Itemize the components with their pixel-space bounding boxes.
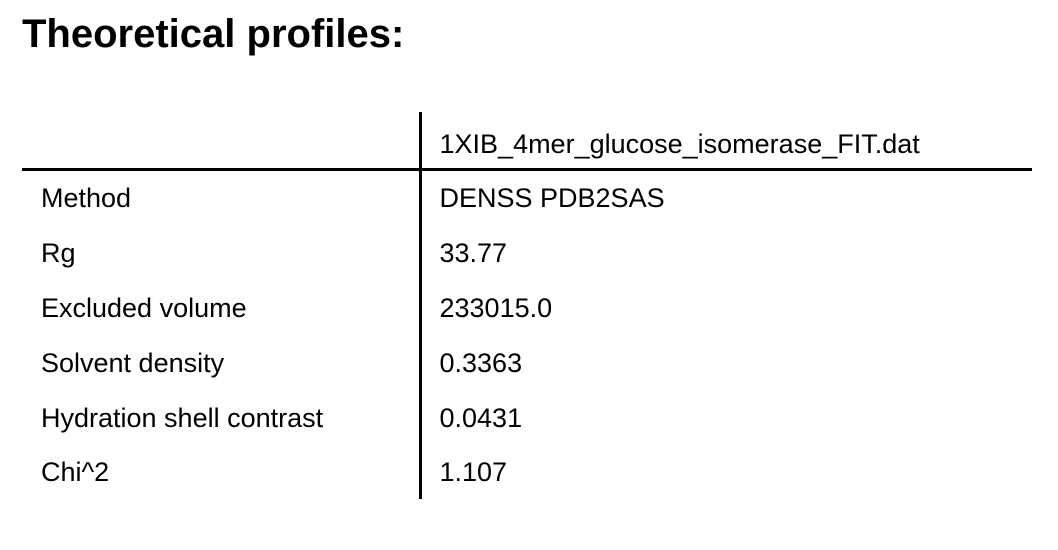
row-value: DENSS PDB2SAS [418,169,1032,226]
header-file-column: 1XIB_4mer_glucose_isomerase_FIT.dat [418,112,1032,169]
row-value: 0.3363 [418,335,1032,391]
row-value: 0.0431 [418,390,1032,446]
row-label: Excluded volume [41,292,247,323]
row-label: Chi^2 [41,456,110,487]
theoretical-profiles-table: 1XIB_4mer_glucose_isomerase_FIT.dat Meth… [22,112,1032,499]
row-value: 233015.0 [418,280,1032,336]
row-value: 33.77 [418,225,1032,281]
row-label: Method [41,182,132,213]
table-row-excluded-volume: Excluded volume 233015.0 [22,280,1032,336]
header-label-column [22,112,420,169]
table-row-rg: Rg 33.77 [22,225,1032,281]
row-value: 1.107 [418,445,1032,499]
table-row-chi-squared: Chi^2 1.107 [22,445,1032,499]
table-row-method: Method DENSS PDB2SAS [22,169,1032,226]
page-title: Theoretical profiles: [22,12,405,56]
table-header-row: 1XIB_4mer_glucose_isomerase_FIT.dat [22,112,1032,169]
row-label: Rg [41,237,76,268]
row-label: Hydration shell contrast [41,402,324,433]
row-label: Solvent density [41,347,225,378]
table-row-hydration-shell-contrast: Hydration shell contrast 0.0431 [22,390,1032,446]
table-row-solvent-density: Solvent density 0.3363 [22,335,1032,391]
